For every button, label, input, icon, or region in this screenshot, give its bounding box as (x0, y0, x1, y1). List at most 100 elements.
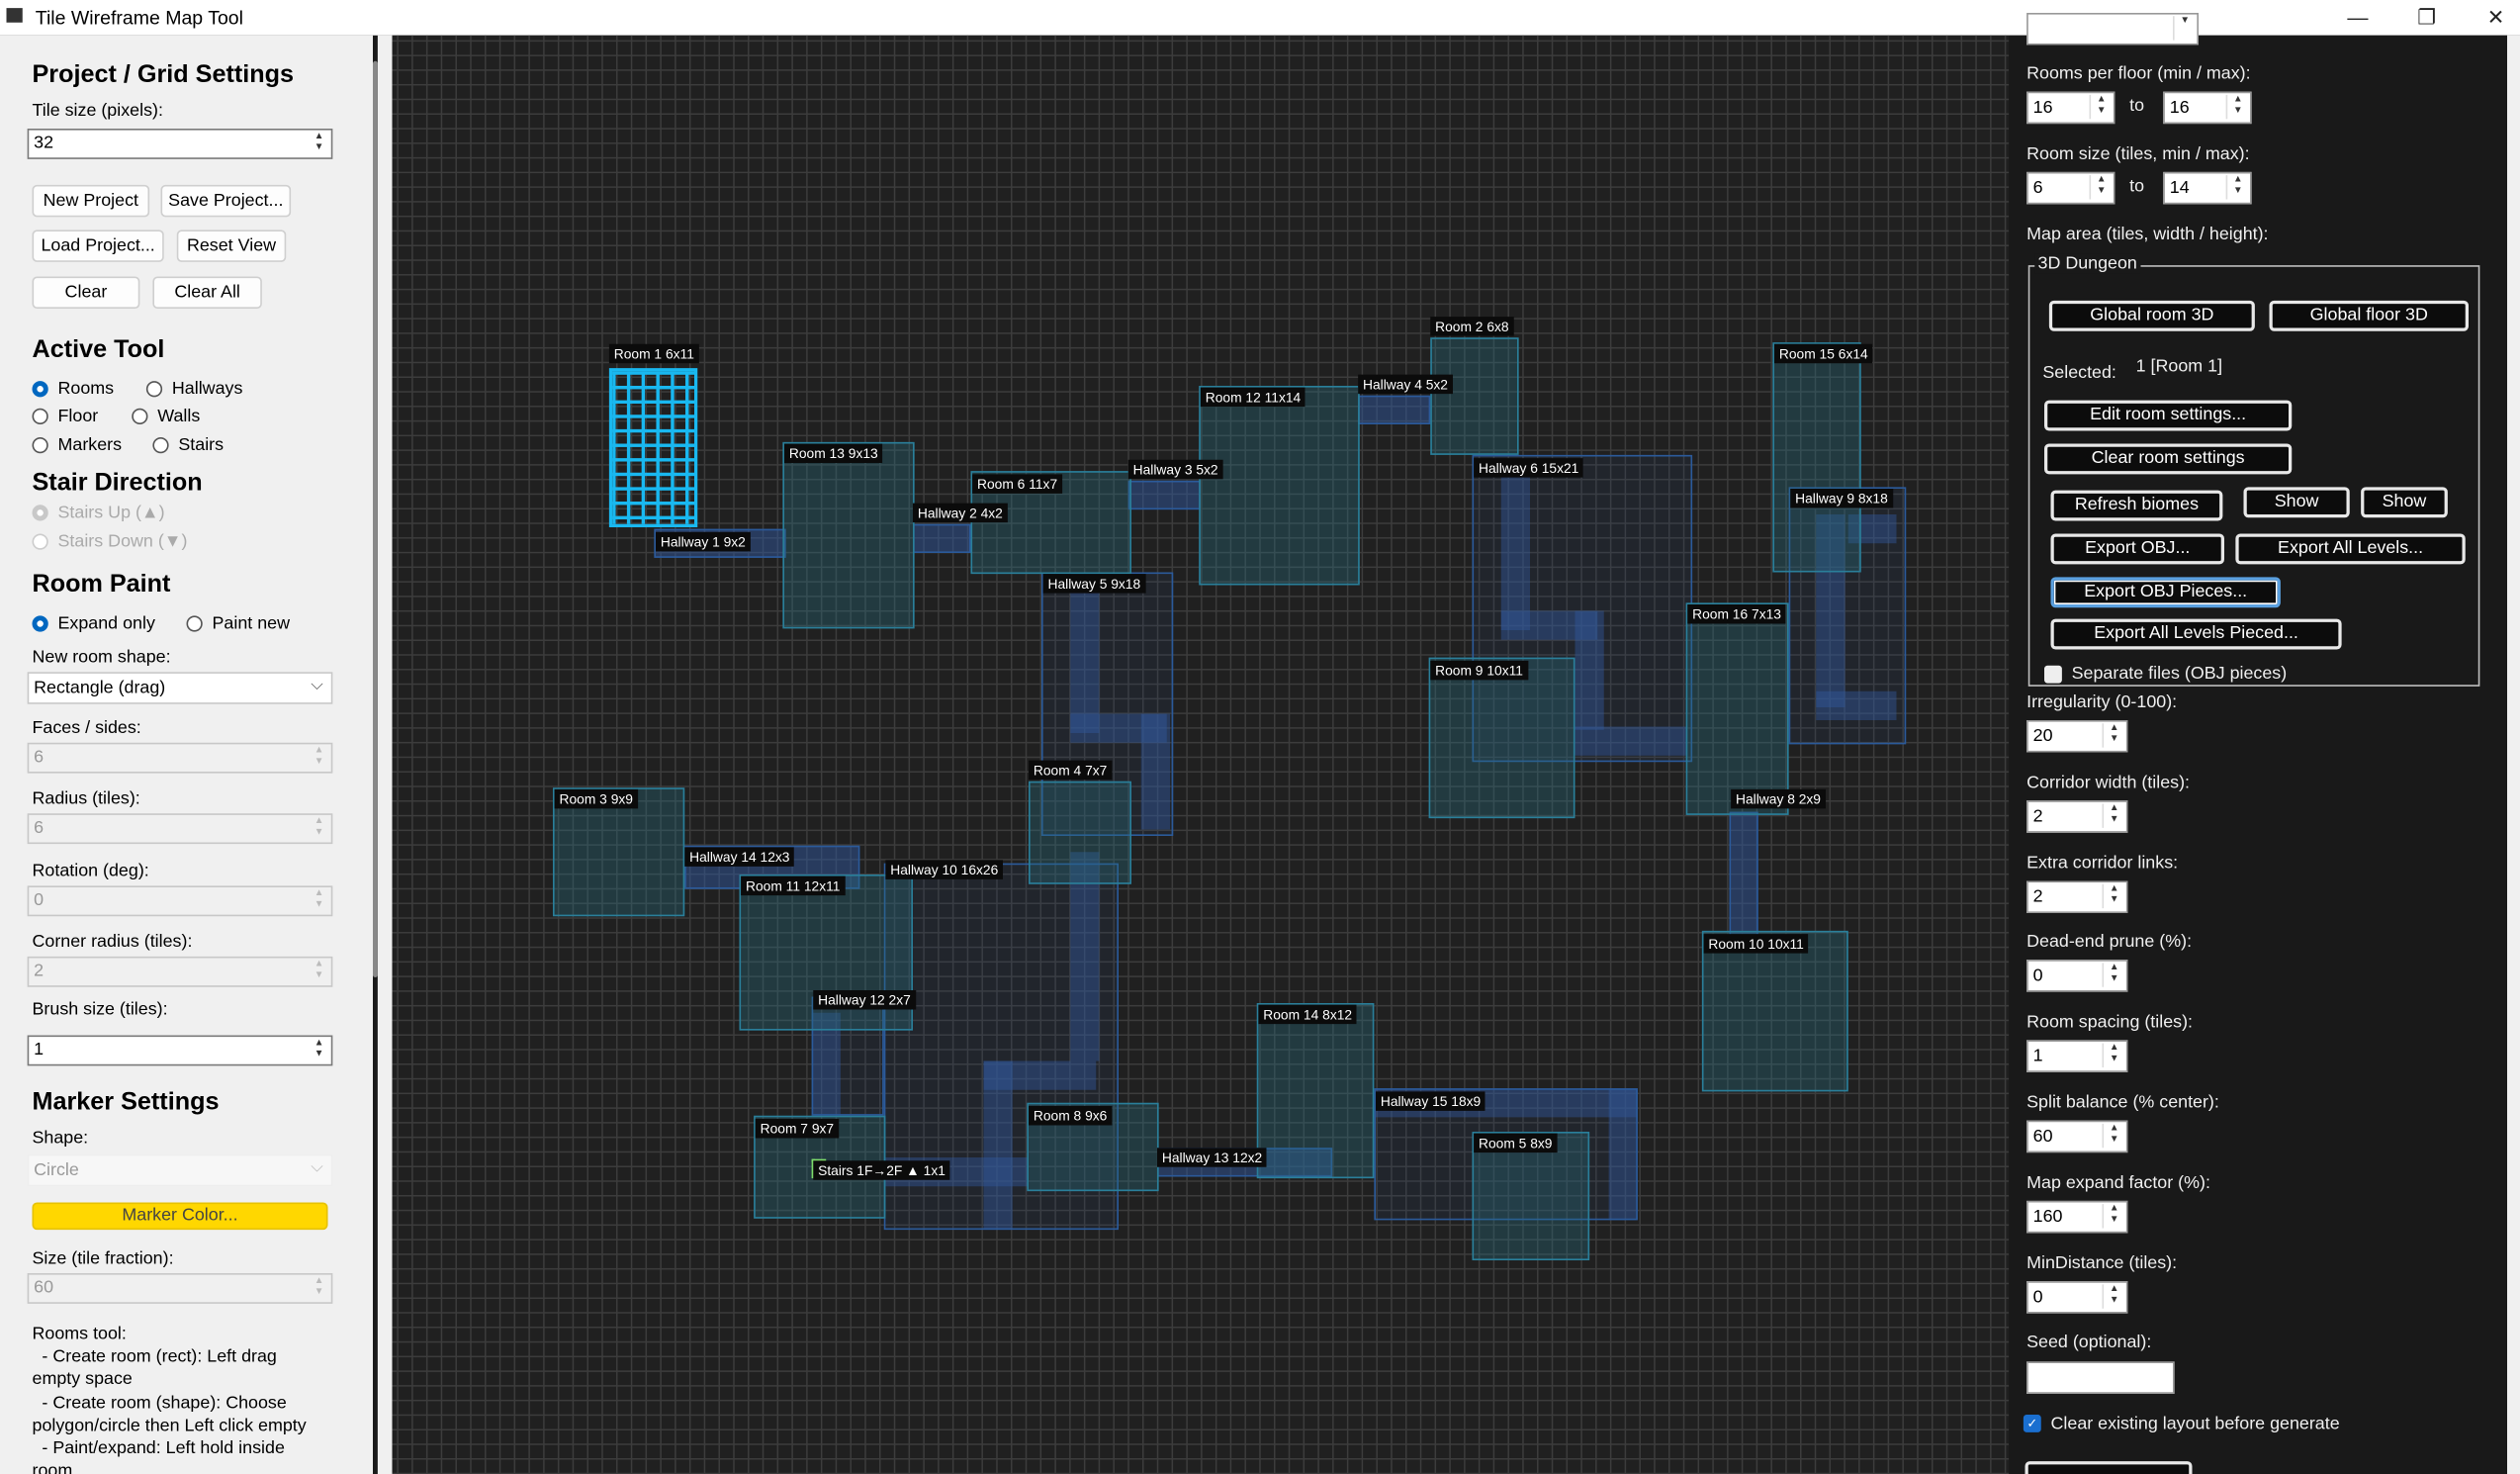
clear-all-button[interactable]: Clear All (152, 276, 262, 309)
spinner-arrows-icon[interactable]: ▲ ▼ (2089, 175, 2113, 200)
new-project-button[interactable]: New Project (32, 184, 150, 218)
room-area[interactable] (1430, 337, 1519, 455)
field-input[interactable]: 0 ▲ ▼ (2026, 1280, 2128, 1313)
clear-button[interactable]: Clear (32, 276, 140, 309)
panel-splitter[interactable] (377, 35, 393, 1474)
room-label: Room 15 6x14 (1774, 343, 1873, 364)
room-area[interactable] (1199, 386, 1360, 586)
brush-input[interactable]: 1 ▲ ▼ (27, 1035, 333, 1066)
field-input[interactable]: 60 ▲ ▼ (2026, 1120, 2128, 1153)
separate-files-checkbox[interactable] (2044, 665, 2062, 684)
radio-circle-icon (145, 381, 163, 398)
spinner-arrows-icon[interactable]: ▲ ▼ (2102, 1283, 2125, 1309)
field-input[interactable]: 1 ▲ ▼ (2026, 1040, 2128, 1073)
export-obj-pieces-button[interactable]: Export OBJ Pieces... (2050, 577, 2281, 608)
spinner-arrows-icon[interactable]: ▲ ▼ (2225, 175, 2249, 200)
room-area[interactable] (1701, 930, 1848, 1092)
spinner-arrows-icon[interactable]: ▲ ▼ (2102, 964, 2125, 988)
rooms-min-input[interactable]: 16 ▲ ▼ (2026, 91, 2115, 125)
restore-button[interactable]: ❐ (2417, 4, 2437, 30)
minimize-button[interactable]: — (2347, 4, 2369, 30)
room-area[interactable] (1029, 781, 1131, 884)
spinner-arrows-icon[interactable]: ▲ ▼ (2102, 803, 2125, 828)
refresh-biomes-button[interactable]: Refresh biomes (2050, 490, 2223, 521)
clear-room-settings-button[interactable]: Clear room settings (2044, 443, 2293, 475)
hallway-area[interactable] (913, 523, 971, 553)
spinner-arrows-icon[interactable]: ▲ ▼ (2102, 723, 2125, 748)
hallway-area[interactable] (1729, 811, 1758, 944)
edit-room-settings-button[interactable]: Edit room settings... (2044, 400, 2293, 431)
rooms-max-input[interactable]: 16 ▲ ▼ (2163, 91, 2252, 125)
marker-color-button[interactable]: Marker Color... (32, 1202, 328, 1231)
size-min-input[interactable]: 6 ▲ ▼ (2026, 171, 2115, 205)
expand-only-radio[interactable]: Expand only (32, 614, 155, 633)
room-area[interactable] (1472, 1132, 1590, 1260)
tool-radio-markers[interactable]: Markers (32, 435, 122, 455)
spinner-arrows-icon[interactable]: ▲ ▼ (314, 132, 324, 153)
spinner-arrows-icon[interactable]: ▲ ▼ (2102, 1123, 2125, 1149)
global-room-3d-button[interactable]: Global room 3D (2048, 300, 2255, 331)
tile-size-input-value: 32 (34, 133, 54, 153)
spinner-arrows-icon[interactable]: ▲ ▼ (2089, 94, 2113, 120)
save-project-button[interactable]: Save Project... (160, 184, 292, 218)
field-input[interactable]: 2 ▲ ▼ (2026, 879, 2128, 913)
room-label: Room 4 7x7 (1029, 760, 1113, 781)
paint-new-radio[interactable]: Paint new (186, 614, 290, 633)
spinner-arrows-icon[interactable]: ▲ ▼ (2102, 1203, 2125, 1229)
spinner-arrows-icon[interactable]: ▲ ▼ (314, 1038, 324, 1059)
spinner-arrows-icon[interactable]: ▼ (2173, 16, 2196, 41)
generate-button[interactable] (2025, 1461, 2193, 1474)
show-button-1[interactable]: Show (2243, 487, 2350, 518)
hallway-area[interactable] (1041, 572, 1174, 836)
field-input-value: 2 (2032, 886, 2043, 906)
field-input[interactable]: 20 ▲ ▼ (2026, 720, 2128, 753)
room-area[interactable] (1685, 602, 1789, 815)
left-scrollbar[interactable] (373, 60, 378, 977)
tool-radio-stairs[interactable]: Stairs (152, 435, 224, 455)
field-input[interactable]: 0 ▲ ▼ (2026, 960, 2128, 993)
field-input-value: 0 (2032, 967, 2043, 986)
room-area[interactable] (1428, 657, 1575, 819)
tool-radio-hallways[interactable]: Hallways (145, 380, 242, 399)
hallway-area[interactable] (1788, 487, 1907, 745)
show-button-2[interactable]: Show (2361, 487, 2448, 518)
export-obj-button[interactable]: Export OBJ... (2050, 533, 2224, 565)
tool-radio-floor[interactable]: Floor (32, 407, 99, 426)
right-scrollbar[interactable] (2507, 35, 2520, 1474)
tool-radio-rooms[interactable]: Rooms (32, 379, 115, 400)
room-area[interactable] (1256, 1003, 1375, 1179)
tool-radio-walls[interactable]: Walls (132, 407, 200, 426)
load-project-button[interactable]: Load Project... (32, 230, 164, 262)
field-input[interactable]: 160 ▲ ▼ (2026, 1200, 2128, 1234)
corridor-strip (1816, 691, 1897, 720)
partial-input[interactable]: ▼ (2026, 13, 2199, 46)
room-area[interactable] (782, 441, 915, 629)
corridor-strip (1729, 811, 1758, 944)
new-room-shape-select[interactable]: Rectangle (drag) ⌵ (27, 672, 333, 704)
clear-existing-checkbox[interactable]: ✓ (2023, 1415, 2041, 1432)
spinner-arrows-icon[interactable]: ▲ ▼ (2102, 1043, 2125, 1068)
hallway-area[interactable] (1127, 480, 1201, 510)
tile-size-input[interactable]: 32 ▲ ▼ (27, 129, 333, 159)
hallway-area[interactable] (1358, 395, 1431, 424)
field-input[interactable]: 2 ▲ ▼ (2026, 799, 2128, 833)
size-max-input[interactable]: 14 ▲ ▼ (2163, 171, 2252, 205)
room-area[interactable] (553, 787, 685, 917)
faces-label: Faces / sides: (32, 718, 141, 738)
spinner-arrows-icon[interactable]: ▲ ▼ (2225, 94, 2249, 120)
tool-radio-floor-label: Floor (57, 407, 99, 426)
map-canvas[interactable]: Hallway 1 9x2 Hallway 2 4x2 Hallway 3 5x2 H… (392, 35, 2010, 1474)
room-area[interactable] (1772, 342, 1861, 573)
close-button[interactable]: ✕ (2486, 4, 2505, 30)
global-floor-3d-button[interactable]: Global floor 3D (2269, 300, 2469, 331)
reset-view-button[interactable]: Reset View (176, 230, 287, 262)
room-size-label: Room size (tiles, min / max): (2026, 144, 2250, 164)
tool-radio-rooms-label: Rooms (57, 379, 115, 400)
spinner-arrows-icon[interactable]: ▲ ▼ (2102, 883, 2125, 908)
field-label: Extra corridor links: (2026, 853, 2179, 873)
corner-input-value: 2 (34, 961, 45, 981)
export-all-levels-button[interactable]: Export All Levels... (2235, 533, 2466, 565)
seed-input[interactable] (2026, 1361, 2175, 1394)
export-all-levels-pieced-button[interactable]: Export All Levels Pieced... (2050, 618, 2342, 650)
selected-room[interactable] (608, 368, 698, 527)
